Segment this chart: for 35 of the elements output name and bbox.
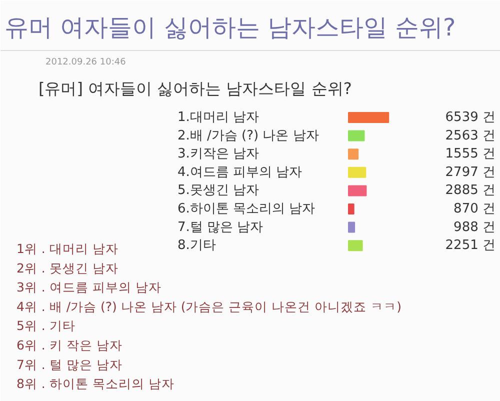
data-label: 2797 건	[445, 164, 496, 180]
data-label: 870 건	[454, 202, 496, 216]
text: 1위 . 대머리 남자	[16, 241, 118, 256]
bar	[348, 148, 359, 160]
y-tick-label: 6.하이톤 목소리의 남자	[178, 202, 316, 216]
y-tick-label: 7.털 많은 남자	[178, 220, 264, 235]
text: 6위 . 키 작은 남자	[16, 338, 122, 352]
bar	[348, 112, 390, 123]
text: 2위 . 못생긴 남자	[16, 260, 118, 276]
bar	[348, 130, 365, 142]
y-tick-label: 5.못생긴 남자	[178, 183, 260, 198]
text: 7위 . 털 많은 남자	[16, 356, 122, 372]
data-label: 2251 건	[445, 238, 496, 254]
data-label: 2563 건	[445, 128, 496, 144]
text: 2012.09.26 10:46	[46, 58, 126, 68]
text: [유머] 여자들이 싫어하는 남자스타일 순위?	[38, 79, 352, 98]
text: 3위 . 여드름 피부의 남자	[16, 280, 162, 295]
text: 유머 여자들이 싫어하는 남자스타일 순위?	[4, 14, 456, 42]
y-tick-label: 3.키작은 남자	[178, 146, 260, 162]
bar	[348, 204, 354, 214]
data-label: 1555 건	[445, 146, 496, 162]
y-tick-label: 8.기타	[178, 238, 216, 254]
data-label: 2885 건	[445, 183, 496, 198]
y-tick-label: 4.여드름 피부의 남자	[178, 164, 302, 180]
data-label: 988 건	[454, 220, 496, 235]
bar	[348, 222, 356, 233]
y-tick-label: 2.배 /가슴 (?) 나온 남자	[178, 128, 319, 144]
y-tick-label: 1.대머리 남자	[178, 110, 260, 125]
bar	[348, 240, 363, 252]
text: 8위 . 하이톤 목소리의 남자	[16, 376, 174, 392]
text: 4위 . 배 /가슴 (?) 나온 남자 (가슴은 근육이 나온건 아니겠죠 ㅋㅋ)	[16, 298, 402, 314]
bar	[348, 185, 367, 196]
data-label: 6539 건	[445, 110, 496, 125]
text: 5위 . 기타	[16, 318, 76, 334]
bar	[348, 166, 366, 178]
